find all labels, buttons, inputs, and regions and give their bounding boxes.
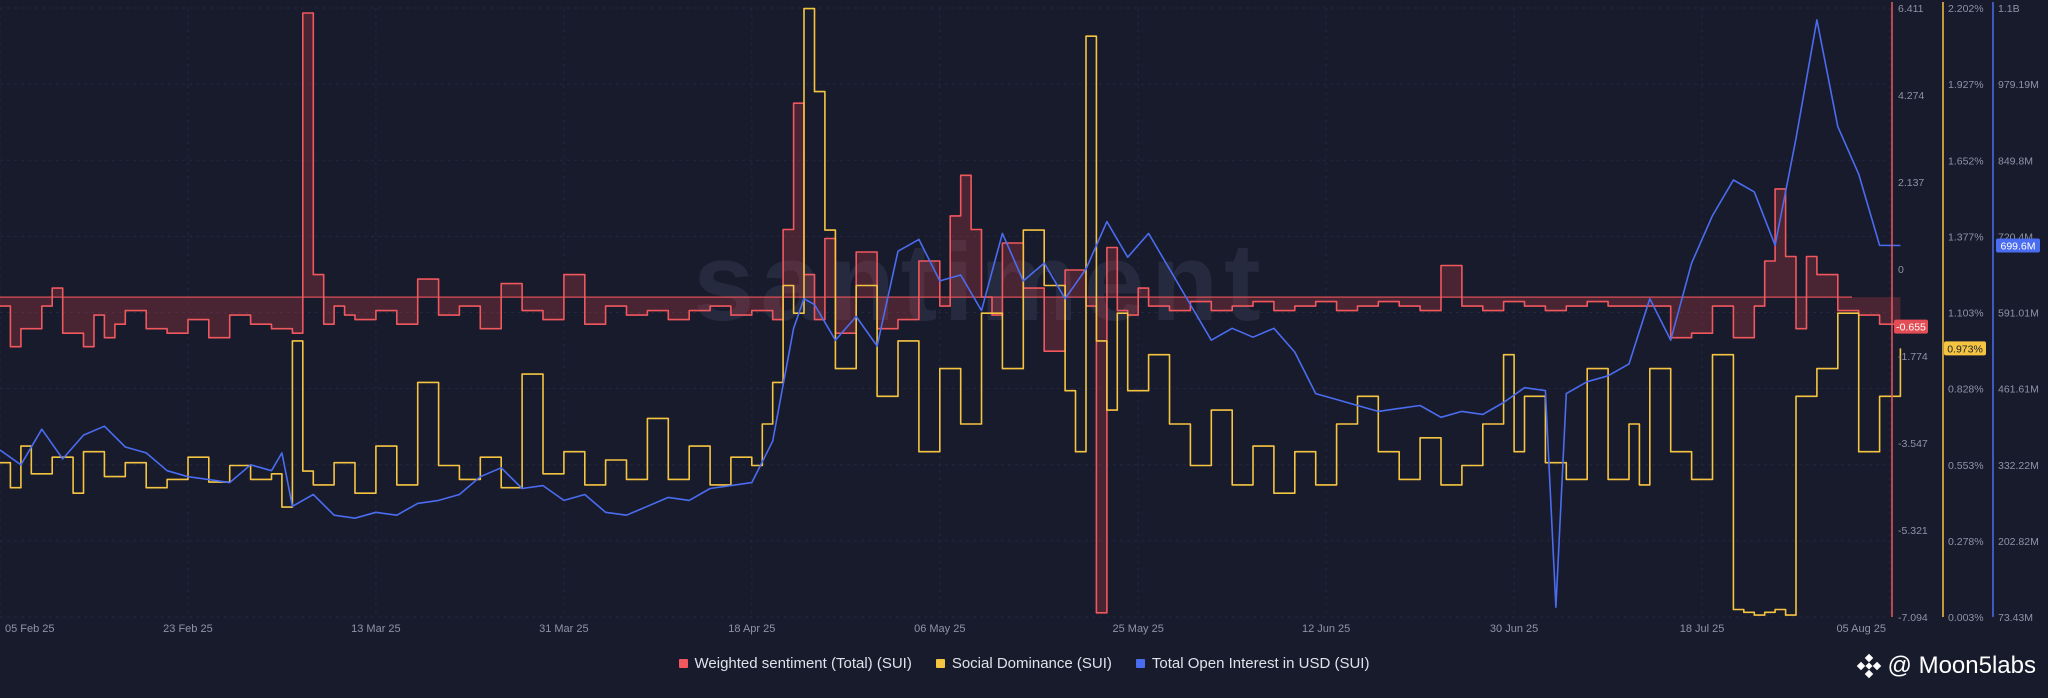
dominance-tick-label: 1.103% xyxy=(1948,308,1984,320)
open_interest-tick-label: 332.22M xyxy=(1998,460,2039,472)
x-tick-label: 18 Jul 25 xyxy=(1680,623,1725,635)
legend-item-sentiment[interactable]: Weighted sentiment (Total) (SUI) xyxy=(679,655,912,672)
x-tick-label: 13 Mar 25 xyxy=(351,623,401,635)
sentiment-tick-label: -3.547 xyxy=(1898,438,1928,450)
dominance-tick-label: 1.927% xyxy=(1948,79,1984,91)
legend-item-dominance[interactable]: Social Dominance (SUI) xyxy=(936,655,1112,672)
open_interest-tick-label: 979.19M xyxy=(1998,79,2039,91)
legend-label-sentiment: Weighted sentiment (Total) (SUI) xyxy=(695,655,912,672)
sentiment-tick-label: 4.274 xyxy=(1898,90,1924,102)
x-tick-label: 18 Apr 25 xyxy=(728,623,775,635)
sentiment-current-badge: -0.655 xyxy=(1894,320,1928,334)
legend-label-open-interest: Total Open Interest in USD (SUI) xyxy=(1152,655,1370,672)
dominance-tick-label: 1.377% xyxy=(1948,231,1984,243)
sentiment-tick-label: -7.094 xyxy=(1898,612,1928,624)
chart: santiment 05 Feb 2523 Feb 2513 Mar 2531 … xyxy=(0,0,2048,693)
open-interest-current-badge: 699.6M xyxy=(1996,239,2040,253)
dominance-tick-label: 0.278% xyxy=(1948,536,1984,548)
x-tick-label: 05 Aug 25 xyxy=(1836,623,1886,635)
chart-svg: santiment 05 Feb 2523 Feb 2513 Mar 2531 … xyxy=(0,0,2048,693)
legend-item-open-interest[interactable]: Total Open Interest in USD (SUI) xyxy=(1136,655,1370,672)
legend-swatch-sentiment xyxy=(679,659,688,668)
dominance-tick-label: 0.553% xyxy=(1948,460,1984,472)
dominance-tick-label: 2.202% xyxy=(1948,3,1984,15)
dominance-current-badge: 0.973% xyxy=(1944,341,1986,355)
open_interest-tick-label: 591.01M xyxy=(1998,308,2039,320)
sentiment-current-badge-text: -0.655 xyxy=(1896,322,1926,334)
x-tick-label: 05 Feb 25 xyxy=(5,623,55,635)
binance-logo-icon xyxy=(1856,653,1882,679)
dominance-tick-label: 1.652% xyxy=(1948,155,1984,167)
x-tick-label: 23 Feb 25 xyxy=(163,623,213,635)
open-interest-current-badge-text: 699.6M xyxy=(2000,241,2035,253)
open_interest-tick-label: 73.43M xyxy=(1998,612,2033,624)
legend: Weighted sentiment (Total) (SUI) Social … xyxy=(0,655,2048,672)
open_interest-tick-label: 461.61M xyxy=(1998,384,2039,396)
legend-swatch-dominance xyxy=(936,659,945,668)
open_interest-tick-label: 1.1B xyxy=(1998,3,2020,15)
sentiment-tick-label: 6.411 xyxy=(1898,3,1924,15)
sentiment-tick-label: 2.137 xyxy=(1898,177,1924,189)
sentiment-tick-label: 0 xyxy=(1898,264,1904,276)
x-tick-label: 31 Mar 25 xyxy=(539,623,589,635)
open_interest-tick-label: 849.8M xyxy=(1998,155,2033,167)
brand-watermark: @ Moon5labs xyxy=(1856,652,2036,680)
x-tick-label: 06 May 25 xyxy=(914,623,965,635)
x-tick-label: 30 Jun 25 xyxy=(1490,623,1538,635)
legend-swatch-open-interest xyxy=(1136,659,1145,668)
sentiment-tick-label: -1.774 xyxy=(1898,351,1928,363)
x-tick-label: 12 Jun 25 xyxy=(1302,623,1350,635)
dominance-tick-label: 0.828% xyxy=(1948,384,1984,396)
legend-label-dominance: Social Dominance (SUI) xyxy=(952,655,1112,672)
x-tick-label: 25 May 25 xyxy=(1112,623,1163,635)
open_interest-tick-label: 202.82M xyxy=(1998,536,2039,548)
dominance-tick-label: 0.003% xyxy=(1948,612,1984,624)
dominance-current-badge-text: 0.973% xyxy=(1947,343,1983,355)
sentiment-tick-label: -5.321 xyxy=(1898,525,1928,537)
brand-handle: @ Moon5labs xyxy=(1888,652,2036,680)
